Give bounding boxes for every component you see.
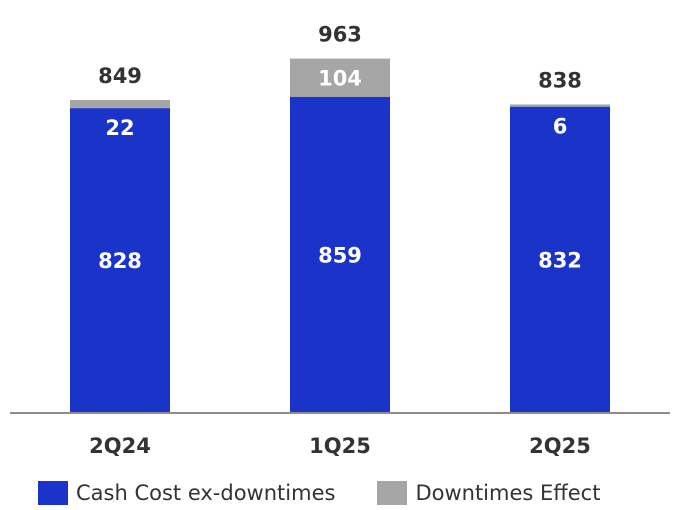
legend-item-downtimes: Downtimes Effect (377, 481, 600, 505)
x-tick-2q25: 2Q25 (529, 434, 591, 458)
segment-label-2q24-series-1: 22 (105, 116, 134, 140)
segment-label-1q25-series-0: 859 (318, 243, 362, 267)
x-tick-1q25: 1Q25 (309, 434, 371, 458)
total-label-2q25: 838 (538, 68, 582, 92)
legend-swatch-cash-cost (38, 481, 68, 505)
stacked-bar-chart: 828 22 849 859 104 963 832 6 838 2Q24 1Q25 2Q25 (10, 23, 670, 458)
bar-1q25-series-1 (290, 58, 390, 97)
legend-label-cash-cost: Cash Cost ex-downtimes (76, 481, 336, 505)
segment-label-2q25-series-1: 6 (553, 115, 568, 139)
bar-2q25-series-0 (510, 106, 610, 412)
legend: Cash Cost ex-downtimes Downtimes Effect (38, 480, 600, 506)
total-label-2q24: 849 (98, 64, 142, 88)
x-tick-2q24: 2Q24 (89, 434, 151, 458)
total-label-1q25: 963 (318, 23, 362, 47)
legend-item-cash-cost: Cash Cost ex-downtimes (38, 481, 335, 505)
segment-label-1q25-series-1: 104 (318, 67, 362, 91)
bar-1q25-series-0 (290, 96, 390, 412)
bar-2q24-series-1 (70, 100, 170, 109)
bar-2q24-series-0 (70, 108, 170, 413)
bar-2q25-series-1 (510, 104, 610, 107)
legend-label-downtimes: Downtimes Effect (415, 481, 601, 505)
segment-label-2q25-series-0: 832 (538, 248, 582, 272)
segment-label-2q24-series-0: 828 (98, 249, 142, 273)
legend-swatch-downtimes (377, 481, 408, 505)
